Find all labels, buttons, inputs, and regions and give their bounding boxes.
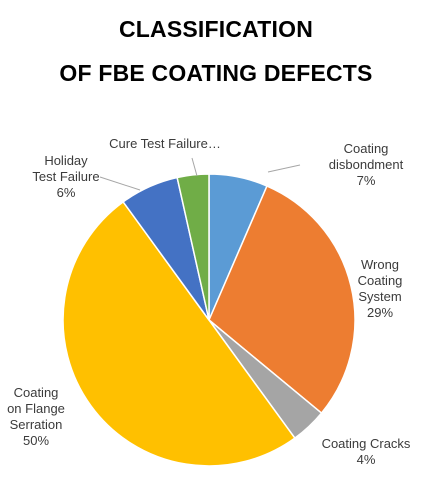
slice-label-coating-on-flange-serration: Coating on Flange Serration 50% <box>7 385 65 448</box>
leader-line-cure-test-failure <box>191 157 198 177</box>
leader-line-coating-disbondment <box>267 164 301 173</box>
slice-label-line: disbondment <box>329 157 404 172</box>
slice-label-line: Coating <box>358 273 403 288</box>
slice-label-line: System <box>358 289 401 304</box>
slice-label-line: Cure Test Failure… <box>109 136 221 151</box>
chart-title-line-2: OF FBE COATING DEFECTS <box>59 60 373 86</box>
slice-label-holiday-test-failure: Holiday Test Failure 6% <box>32 153 99 200</box>
slice-label-line: Wrong <box>361 257 399 272</box>
slice-label-cure-test-failure: Cure Test Failure… <box>109 136 221 151</box>
slice-label-wrong-coating-system: Wrong Coating System 29% <box>358 257 403 320</box>
slice-percent-label: 4% <box>357 452 376 467</box>
slice-percent-label: 29% <box>367 305 393 320</box>
leader-line-holiday-test-failure <box>99 176 141 191</box>
slice-label-coating-cracks: Coating Cracks 4% <box>322 436 411 467</box>
slice-label-line: Coating <box>344 141 389 156</box>
pie-slice-cure-test-failure <box>176 173 210 321</box>
slice-percent-label: 7% <box>357 173 376 188</box>
slice-label-line: Serration <box>10 417 63 432</box>
slice-labels: Coating disbondment 7%Wrong Coating System 29… <box>7 136 411 467</box>
slice-label-line: Coating <box>14 385 59 400</box>
slice-label-coating-disbondment: Coating disbondment 7% <box>329 141 404 188</box>
slice-label-line: Test Failure <box>32 169 99 184</box>
slice-percent-label: 6% <box>57 185 76 200</box>
pie-slice-coating-on-flange-serration <box>62 200 296 467</box>
slice-label-line: Holiday <box>44 153 88 168</box>
slice-label-line: on Flange <box>7 401 65 416</box>
leader-lines <box>99 157 301 191</box>
slice-label-line: Coating Cracks <box>322 436 411 451</box>
pie-slices <box>62 173 356 467</box>
pie-slice-wrong-coating-system <box>208 185 356 415</box>
slice-percent-label: 50% <box>23 433 49 448</box>
chart-title-line-1: CLASSIFICATION <box>118 16 314 42</box>
